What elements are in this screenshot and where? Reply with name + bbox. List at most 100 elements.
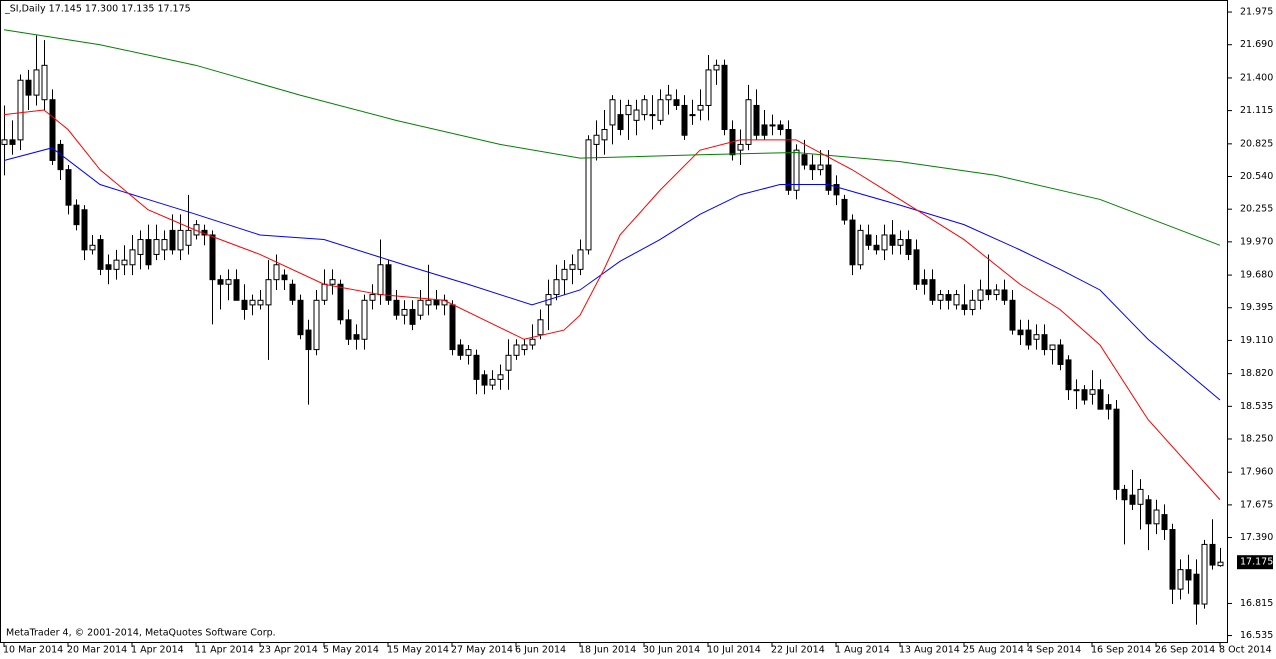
y-tick-label: 17.390 — [1240, 532, 1273, 543]
candle-body — [969, 299, 976, 310]
y-tick-label: 19.110 — [1240, 335, 1273, 346]
y-tick-label: 18.250 — [1240, 433, 1273, 444]
candle-body — [761, 124, 768, 136]
y-tick-label: 21.690 — [1240, 39, 1273, 50]
candle-body — [1089, 389, 1096, 395]
candle-body — [825, 164, 832, 191]
y-tick-label: 19.970 — [1240, 236, 1273, 247]
y-tick-label: 20.255 — [1240, 204, 1273, 215]
candle-body — [513, 344, 520, 356]
x-tick-label: 26 Sep 2014 — [1155, 645, 1215, 656]
x-tick-label: 20 Mar 2014 — [67, 645, 127, 656]
candle-body — [873, 244, 880, 251]
candle-body — [209, 234, 216, 281]
candle-body — [1113, 408, 1120, 490]
candle-body — [1193, 573, 1200, 605]
y-tick-label: 21.400 — [1240, 72, 1273, 83]
candle-body — [297, 299, 304, 336]
candle-body — [33, 69, 40, 96]
x-tick-label: 25 Aug 2014 — [963, 645, 1024, 656]
candle-body — [889, 234, 896, 246]
candle-body — [505, 354, 512, 371]
candle-body — [793, 149, 800, 191]
candle-body — [401, 308, 408, 316]
candle-body — [65, 169, 72, 206]
candle-body — [753, 104, 760, 136]
x-tick-label: 11 Apr 2014 — [195, 645, 254, 656]
candle-body — [1177, 569, 1184, 590]
candle-body — [105, 264, 112, 270]
moving-average — [3, 147, 1221, 401]
candle-body — [49, 99, 56, 161]
x-tick-label: 15 May 2014 — [387, 645, 449, 656]
y-tick-label: 21.975 — [1240, 7, 1273, 18]
candle-body — [1153, 509, 1160, 525]
candle-body — [993, 289, 1000, 296]
candle-body — [241, 299, 248, 310]
candle-body — [329, 279, 336, 285]
y-tick-label: 20.540 — [1240, 171, 1273, 182]
y-tick-label: 20.825 — [1240, 138, 1273, 149]
candle-body — [1033, 334, 1040, 340]
candle-body — [537, 319, 544, 336]
candle-body — [1201, 543, 1208, 605]
chart-title: _SI,Daily 17.145 17.300 17.135 17.175 — [4, 4, 191, 15]
candle-body — [897, 239, 904, 246]
candle-body — [25, 79, 32, 96]
x-tick-label: 10 Jul 2014 — [707, 645, 761, 656]
candle-body — [961, 304, 968, 310]
candle-body — [233, 279, 240, 301]
candle-body — [609, 99, 616, 126]
candle-body — [113, 259, 120, 270]
candle-body — [777, 124, 784, 131]
candle-body — [433, 299, 440, 306]
candle-body — [1001, 289, 1008, 301]
candle-body — [737, 143, 744, 151]
candle-body — [1137, 488, 1144, 505]
candle-body — [1025, 329, 1032, 346]
candle-body — [1209, 543, 1216, 566]
candle-body — [745, 99, 752, 145]
candle-body — [249, 299, 256, 306]
candle-body — [673, 99, 680, 106]
candle-body — [289, 283, 296, 301]
candle-body — [1097, 389, 1104, 410]
candle-body — [721, 64, 728, 131]
x-tick-label: 16 Sep 2014 — [1091, 645, 1151, 656]
candle-body — [409, 308, 416, 325]
x-tick-label: 30 Jun 2014 — [643, 645, 700, 656]
candle-body — [617, 114, 624, 131]
candle-body — [929, 279, 936, 301]
footer: MetaTrader 4, © 2001-2014, MetaQuotes So… — [6, 628, 276, 639]
candle-body — [1065, 359, 1072, 391]
candle-body — [585, 139, 592, 251]
candle-body — [649, 114, 656, 117]
candle-body — [169, 229, 176, 251]
candle-body — [121, 259, 128, 266]
candle-body — [457, 344, 464, 356]
candle-body — [217, 279, 224, 285]
y-tick-label: 16.535 — [1240, 630, 1273, 641]
x-tick-label: 10 Mar 2014 — [3, 645, 63, 656]
candle-body — [905, 239, 912, 255]
candle-body — [97, 239, 104, 270]
candle-body — [633, 109, 640, 121]
x-tick-label: 27 May 2014 — [451, 645, 513, 656]
candle-body — [377, 264, 384, 296]
x-tick-label: 6 Jun 2014 — [515, 645, 566, 656]
y-tick-label: 21.115 — [1240, 105, 1273, 116]
candle-body — [265, 279, 272, 306]
candle-body — [665, 94, 672, 101]
candle-body — [625, 104, 632, 116]
candle-body — [1009, 299, 1016, 331]
candle-body — [281, 274, 288, 281]
moving-average — [3, 109, 1221, 501]
candle-body — [657, 99, 664, 121]
y-tick-label: 19.680 — [1240, 270, 1273, 281]
candle-body — [841, 198, 848, 221]
candle-body — [337, 283, 344, 321]
candle-body — [1073, 389, 1080, 392]
candle-body — [1217, 561, 1224, 567]
candle-body — [465, 349, 472, 356]
candle-body — [785, 129, 792, 191]
